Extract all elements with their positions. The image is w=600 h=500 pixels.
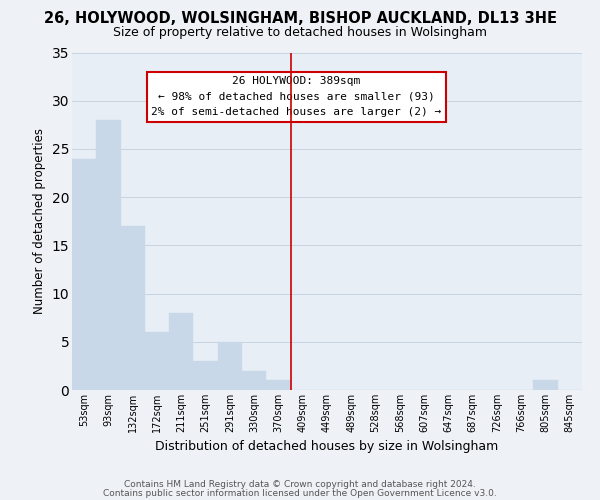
Text: 26, HOLYWOOD, WOLSINGHAM, BISHOP AUCKLAND, DL13 3HE: 26, HOLYWOOD, WOLSINGHAM, BISHOP AUCKLAN…	[44, 11, 557, 26]
Bar	[121, 226, 145, 390]
X-axis label: Distribution of detached houses by size in Wolsingham: Distribution of detached houses by size …	[155, 440, 499, 454]
Bar	[266, 380, 290, 390]
Bar	[242, 370, 266, 390]
Bar	[145, 332, 169, 390]
Bar	[193, 361, 218, 390]
Text: Contains public sector information licensed under the Open Government Licence v3: Contains public sector information licen…	[103, 489, 497, 498]
Bar	[218, 342, 242, 390]
Text: Size of property relative to detached houses in Wolsingham: Size of property relative to detached ho…	[113, 26, 487, 39]
Bar	[96, 120, 121, 390]
Y-axis label: Number of detached properties: Number of detached properties	[33, 128, 46, 314]
Bar	[533, 380, 558, 390]
Text: 26 HOLYWOOD: 389sqm
← 98% of detached houses are smaller (93)
2% of semi-detache: 26 HOLYWOOD: 389sqm ← 98% of detached ho…	[151, 76, 442, 118]
Bar	[169, 313, 193, 390]
Text: Contains HM Land Registry data © Crown copyright and database right 2024.: Contains HM Land Registry data © Crown c…	[124, 480, 476, 489]
Bar	[72, 158, 96, 390]
